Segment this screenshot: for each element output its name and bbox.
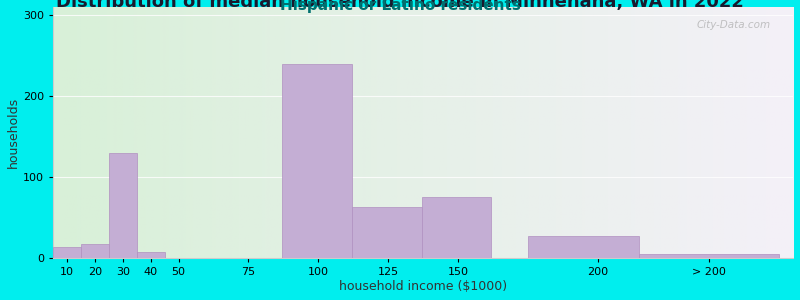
Bar [528,236,639,258]
Text: Hispanic or Latino residents: Hispanic or Latino residents [279,0,521,13]
Bar [81,244,109,258]
Bar [282,64,352,258]
Bar [53,247,81,258]
Text: Distribution of median household income in Minnehaha, WA in 2022: Distribution of median household income … [56,0,744,11]
Y-axis label: households: households [7,97,20,168]
X-axis label: household income ($1000): household income ($1000) [339,280,507,293]
Bar [137,252,165,258]
Bar [422,197,491,258]
Text: City-Data.com: City-Data.com [697,20,771,29]
Bar [639,254,779,258]
Bar [352,207,422,258]
Bar [109,153,137,258]
